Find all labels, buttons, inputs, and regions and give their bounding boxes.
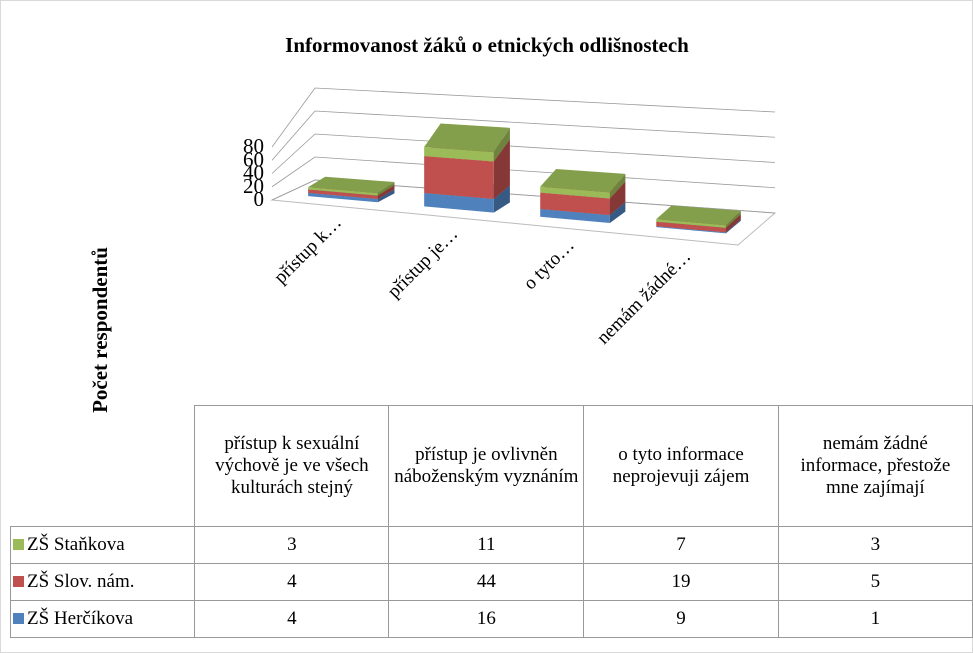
bar-front bbox=[656, 219, 726, 228]
y-tick-label: 60 bbox=[243, 147, 264, 171]
bar-front bbox=[656, 221, 726, 233]
y-tick-label: 80 bbox=[243, 134, 264, 158]
chart-title: Informovanost žáků o etnických odlišnost… bbox=[285, 33, 689, 57]
legend-key bbox=[13, 539, 24, 550]
legend-cell: ZŠ Staňkova bbox=[9, 526, 196, 564]
table-value: 1 bbox=[777, 600, 973, 638]
table-header-cell: o tyto informace neprojevuji zájem bbox=[583, 405, 779, 527]
bar-side bbox=[377, 185, 395, 199]
table-value: 19 bbox=[583, 563, 779, 601]
bar-front bbox=[308, 189, 378, 199]
table-value: 11 bbox=[388, 526, 585, 564]
bar-front bbox=[540, 186, 610, 199]
table-value: 3 bbox=[777, 526, 973, 564]
table-row: ZŠ Staňkova 3 11 7 3 bbox=[9, 526, 973, 564]
table-value: 9 bbox=[583, 600, 779, 638]
table-value: 4 bbox=[194, 600, 390, 638]
bar-front bbox=[656, 226, 726, 234]
table-value: 7 bbox=[583, 526, 779, 564]
y-tick-label: 0 bbox=[254, 187, 265, 211]
bar-side bbox=[377, 182, 395, 196]
table-corner bbox=[10, 405, 196, 527]
bar-side bbox=[493, 139, 510, 200]
bar-top bbox=[540, 168, 626, 193]
table-row: ZŠ Herčíkova 4 16 9 1 bbox=[9, 600, 973, 638]
legend-label: ZŠ Staňkova bbox=[27, 534, 125, 555]
bar-front bbox=[308, 192, 378, 203]
bar-side bbox=[377, 189, 395, 203]
bar-top bbox=[424, 123, 510, 153]
table-header-cell: nemám žádné informace, přestože mne zají… bbox=[777, 405, 973, 527]
legend-key bbox=[13, 613, 24, 624]
bar-front bbox=[424, 146, 494, 162]
bar-front bbox=[424, 156, 494, 200]
bar-side bbox=[725, 219, 741, 234]
legend-cell: ZŠ Herčíkova bbox=[9, 600, 196, 638]
table-value: 16 bbox=[388, 600, 585, 638]
bar-front bbox=[540, 209, 610, 223]
data-table: přístup k sexuální výchově je ve všech k… bbox=[9, 405, 973, 638]
bar-front bbox=[308, 187, 378, 196]
table-header-cell: přístup je ovlivněn náboženským vyznáním bbox=[388, 405, 585, 527]
bar-side bbox=[609, 201, 626, 223]
y-axis-title: Počet respondentů bbox=[88, 247, 112, 413]
table-value: 4 bbox=[194, 563, 390, 601]
grid-line bbox=[271, 110, 776, 161]
table-value: 44 bbox=[388, 563, 585, 601]
bar-side bbox=[609, 181, 626, 216]
bar-side bbox=[493, 185, 510, 213]
table-header-cell: přístup k sexuální výchově je ve všech k… bbox=[194, 405, 390, 527]
grid-line bbox=[271, 133, 776, 174]
bar-side bbox=[493, 127, 510, 162]
legend-label: ZŠ Slov. nám. bbox=[27, 571, 135, 592]
table-row: ZŠ Slov. nám. 4 44 19 5 bbox=[9, 563, 973, 601]
legend-key bbox=[13, 576, 24, 587]
table-header-row: přístup k sexuální výchově je ve všech k… bbox=[10, 405, 973, 527]
legend-cell: ZŠ Slov. nám. bbox=[9, 563, 196, 601]
bar-side bbox=[725, 210, 741, 228]
grid-line bbox=[271, 87, 776, 148]
y-tick-label: 20 bbox=[243, 174, 264, 198]
table-value: 5 bbox=[777, 563, 973, 601]
legend-label: ZŠ Herčíkova bbox=[27, 608, 134, 629]
y-tick-label: 40 bbox=[243, 161, 264, 185]
bar-top bbox=[656, 205, 741, 226]
bar-front bbox=[424, 193, 494, 213]
table-value: 3 bbox=[194, 526, 390, 564]
bar-side bbox=[725, 214, 741, 233]
bar-side bbox=[609, 173, 626, 199]
bar-front bbox=[540, 192, 610, 216]
bar-top bbox=[308, 176, 395, 194]
